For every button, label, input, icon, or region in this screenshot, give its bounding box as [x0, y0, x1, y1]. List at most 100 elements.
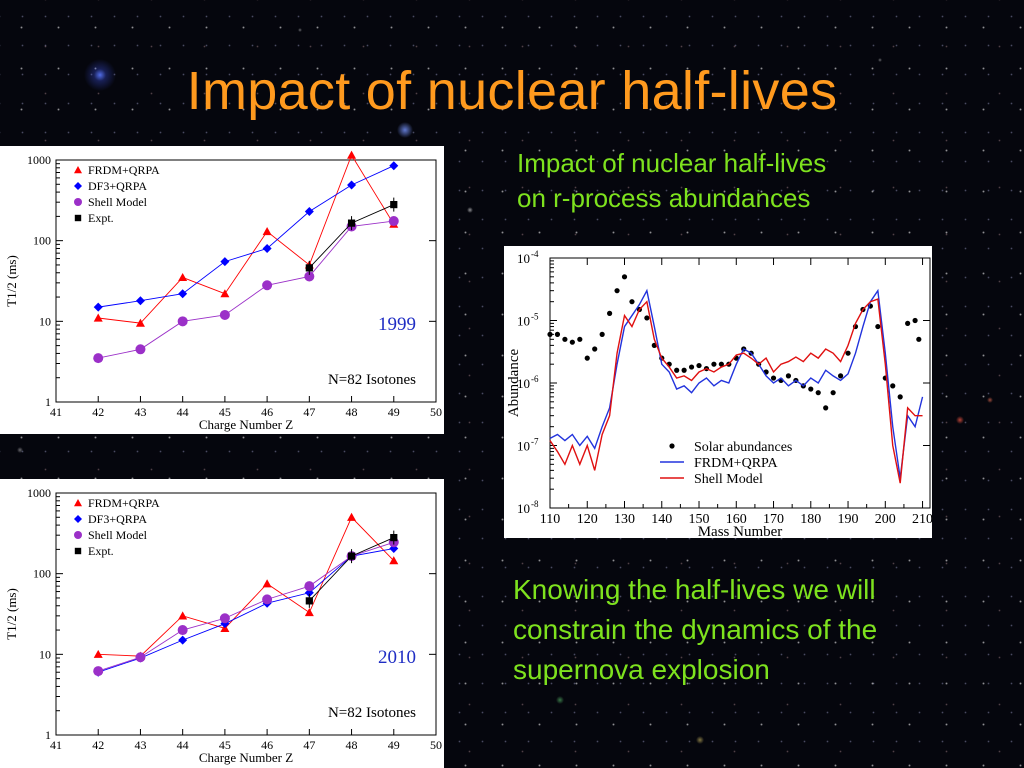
data-point [388, 216, 399, 227]
data-point [304, 608, 314, 617]
data-point [584, 355, 590, 361]
data-point [845, 350, 851, 356]
series-line [98, 548, 394, 673]
data-point [389, 161, 399, 171]
x-tick-label: 140 [651, 512, 672, 527]
x-tick-label: 41 [50, 405, 62, 419]
legend-label: FRDM+QRPA [88, 496, 160, 510]
data-point [304, 271, 315, 282]
halflife-chart-1999-panel: 41 42 43 44 45 46 47 48 49 50 1 10 100 1000 Charge Num… [0, 146, 444, 434]
series-line [549, 298, 923, 484]
series-line [98, 541, 394, 672]
x-tick-label: 170 [763, 512, 784, 527]
y-tick-label: 10 [39, 647, 51, 661]
x-tick-label: 45 [219, 738, 231, 752]
data-point [93, 302, 103, 312]
data-point [621, 274, 628, 280]
x-tick-label: 200 [875, 512, 896, 527]
x-tick-label: 43 [134, 405, 146, 419]
data-point [347, 150, 357, 159]
data-point [178, 289, 188, 299]
x-tick-label: 49 [388, 738, 400, 752]
data-point [93, 353, 104, 364]
data-point [93, 649, 103, 658]
x-tick-label: 150 [689, 512, 710, 527]
data-point [718, 361, 724, 367]
data-point [592, 346, 598, 352]
legend-label: Expt. [88, 544, 114, 558]
data-point [305, 264, 313, 272]
y-tick-label: 10 [517, 501, 530, 516]
x-tick-label: 43 [134, 738, 146, 752]
y-tick-exponent: -4 [531, 249, 539, 259]
data-point [262, 594, 273, 605]
legend-label: FRDM+QRPA [88, 163, 160, 177]
legend-label: FRDM+QRPA [694, 456, 779, 471]
x-axis-label: Mass Number [698, 524, 783, 538]
data-point [219, 613, 230, 624]
halflife-chart-1999: 41 42 43 44 45 46 47 48 49 50 1 10 100 1000 Charge Num… [4, 150, 442, 432]
data-point [875, 323, 881, 330]
legend-marker [74, 214, 82, 222]
data-point [688, 364, 695, 370]
legend-marker [74, 198, 82, 206]
caption-r-process: Impact of nuclear half-lives on r-proces… [517, 146, 957, 216]
year-label: 1999 [378, 314, 416, 335]
x-tick-label: 130 [614, 512, 635, 527]
data-point [347, 552, 356, 560]
series-line [98, 516, 395, 657]
data-point [262, 243, 272, 253]
legend-marker [74, 499, 82, 507]
halflife-chart-2010-panel: 41 42 43 44 45 46 47 48 49 50 1 10 100 1000 Charge Num… [0, 479, 444, 768]
data-point [547, 331, 553, 337]
data-point [674, 367, 680, 373]
data-point [389, 556, 399, 565]
data-point [177, 625, 188, 636]
caption-supernova: Knowing the half-lives we will constrain… [513, 570, 983, 690]
halflife-chart-2010: 41 42 43 44 45 46 47 48 49 50 1 10 100 1000 Charge Num… [4, 486, 442, 765]
series-line [98, 220, 394, 359]
legend-marker [74, 547, 82, 555]
y-axis-label: T1/2 (ms) [4, 255, 19, 307]
abundance-chart-panel: 110 120 130 140 150 160 170 180 190 200 210 10 -8 10-… [504, 246, 932, 538]
y-axis-label: Abundance [506, 349, 522, 418]
isotones-annotation: N=82 Isotones [328, 372, 416, 388]
legend-marker [74, 531, 82, 539]
data-point [135, 652, 146, 663]
legend-label: Shell Model [88, 528, 148, 542]
data-point [347, 219, 356, 227]
data-point [770, 375, 777, 381]
data-point [304, 206, 314, 216]
data-point [390, 200, 398, 209]
x-tick-label: 48 [346, 405, 358, 419]
data-point [607, 310, 613, 316]
data-point [577, 336, 583, 342]
y-tick-label: 100 [33, 234, 51, 248]
legend-marker [74, 182, 82, 190]
data-point [178, 272, 188, 282]
y-tick-exponent: -5 [531, 312, 539, 322]
caption-supernova-line1: Knowing the half-lives we will [513, 574, 876, 605]
x-tick-label: 50 [430, 738, 442, 752]
data-point [305, 597, 313, 605]
data-point [93, 666, 104, 677]
y-tick-exponent: -7 [531, 437, 539, 447]
data-point [135, 296, 145, 306]
data-point [347, 180, 357, 190]
series-expt- [305, 197, 398, 275]
data-point [304, 588, 314, 598]
x-tick-label: 180 [800, 512, 821, 527]
data-point [808, 386, 814, 392]
legend-label: Shell Model [88, 195, 148, 209]
legend-marker [74, 166, 82, 174]
series-shell-model [93, 216, 399, 364]
data-point [390, 533, 398, 542]
data-point [562, 336, 568, 342]
data-point [554, 331, 561, 337]
data-point [178, 635, 188, 645]
data-point [219, 309, 230, 320]
data-point [644, 315, 650, 321]
data-point [135, 344, 146, 355]
series-shell-model [549, 298, 923, 484]
